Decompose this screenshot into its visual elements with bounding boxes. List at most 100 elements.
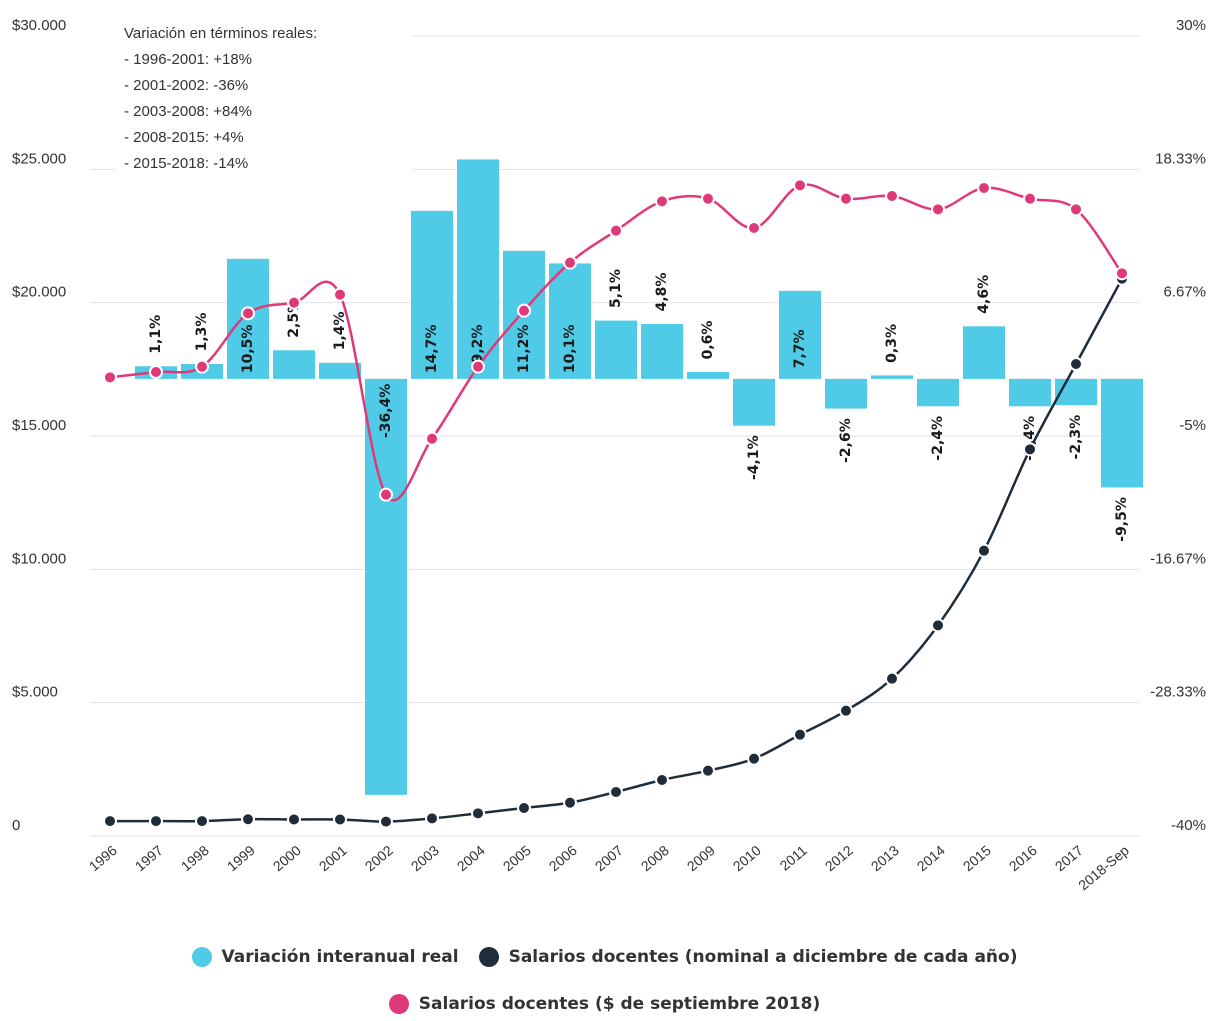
bar [1101,378,1143,488]
data-point [747,751,761,766]
annotation-line: - 2003-2008: +84% [124,103,252,120]
data-point [287,812,301,827]
x-tick-label: 2008 [638,842,672,874]
data-point [885,189,899,203]
right-tick-label: -40% [1171,817,1206,834]
bar-data-label: 14,7% [424,325,440,374]
data-point [425,811,439,826]
data-point [333,287,347,302]
x-tick-label: 2018-Sep [1075,842,1132,893]
left-tick-label: $15.000 [12,417,66,434]
data-point [103,370,117,385]
data-point [563,255,577,270]
left-tick-label: 0 [12,817,20,834]
bar [1009,378,1051,407]
data-point [701,191,715,206]
x-tick-label: 2001 [316,842,350,874]
legend-label-variacion: Variación interanual real [221,947,459,967]
x-tick-label: 1996 [86,842,120,874]
data-point [425,431,439,446]
data-point [1023,191,1037,206]
bar-data-label: 0,6% [700,321,716,360]
bar-data-label: 1,4% [332,311,348,350]
bar [549,263,591,379]
data-point [103,814,117,829]
x-tick-label: 2014 [914,842,948,874]
left-axis: $30.000 $25.000 $20.000 $15.000 $10.000 $5.00… [12,17,66,834]
data-point [885,671,899,686]
bar [457,159,499,379]
x-tick-label: 1999 [224,842,258,874]
data-point [287,295,301,310]
data-point [1069,357,1083,371]
bar [273,350,315,379]
annotation-background [116,14,412,176]
bar-data-label: 11,2% [516,325,532,374]
x-tick-label: 2004 [454,842,488,874]
x-tick-label: 1998 [178,842,212,874]
legend-row-2: Salarios docentes ($ de septiembre 2018) [0,994,1209,1014]
x-tick-label: 2006 [546,842,580,874]
data-point [609,785,623,799]
data-point [241,812,255,827]
bar-series [135,159,1143,795]
x-tick-label: 2002 [362,842,396,874]
data-point [517,303,531,318]
right-tick-label: 18.33% [1155,150,1206,167]
data-point [471,806,485,821]
data-point [655,773,669,787]
legend-label-real: Salarios docentes ($ de septiembre 2018) [418,994,821,1014]
left-tick-label: $5.000 [12,684,58,701]
data-point [839,191,853,206]
x-tick-label: 2011 [777,842,811,874]
x-tick-label: 2010 [730,842,764,874]
data-point [379,487,393,502]
x-tick-label: 1997 [132,842,166,874]
data-point [517,801,531,815]
data-point [609,223,623,238]
bar-data-label: 2,5% [286,299,302,338]
bar [917,378,959,407]
bar [871,375,913,379]
x-tick-label: 2016 [1006,842,1040,874]
bar [319,362,361,379]
bar-data-label: 4,6% [976,275,992,314]
right-tick-label: -16.67% [1150,550,1206,567]
data-point [241,306,255,321]
x-tick-label: 2003 [408,842,442,874]
data-point [793,178,807,193]
bar [963,326,1005,379]
data-point [1023,442,1037,457]
right-tick-label: -28.33% [1150,684,1206,701]
bar [595,320,637,379]
bar [825,378,867,409]
bar-data-label: 1,1% [148,315,164,354]
legend-item-variacion: Variación interanual real [191,947,459,967]
annotation-box: Variación en términos reales: - 1996-2001… [116,14,412,176]
data-point [977,543,991,558]
left-tick-label: $30.000 [12,17,66,34]
nominal-salary-line [103,271,1129,829]
data-point [333,812,347,827]
data-point [931,618,945,633]
left-tick-label: $10.000 [12,550,66,567]
x-tick-label: 2007 [592,842,626,874]
x-tick-label: 2012 [822,842,856,874]
right-tick-label: 6.67% [1163,284,1206,301]
data-point [379,814,393,829]
real-salary-line [103,178,1129,502]
left-tick-label: $20.000 [12,284,66,301]
x-axis: 1996 1997 1998 1999 2000 2001 2002 2003 2004 2005… [86,842,1132,893]
bar-data-label: 10,1% [562,325,578,374]
x-tick-label: 2017 [1052,842,1086,874]
legend-label-nominal: Salarios docentes (nominal a diciembre d… [508,947,1018,967]
bar [641,324,683,379]
bar [687,372,729,379]
bar-data-label: 5,1% [608,269,624,308]
annotation-line: Variación en términos reales: [124,25,317,42]
bar-data-label: 1,3% [194,313,210,352]
legend-swatch-nominal [478,947,499,967]
bar-data-label: 10,5% [240,325,256,374]
legend-item-nominal: Salarios docentes (nominal a diciembre d… [478,947,1018,967]
data-point [747,221,761,235]
